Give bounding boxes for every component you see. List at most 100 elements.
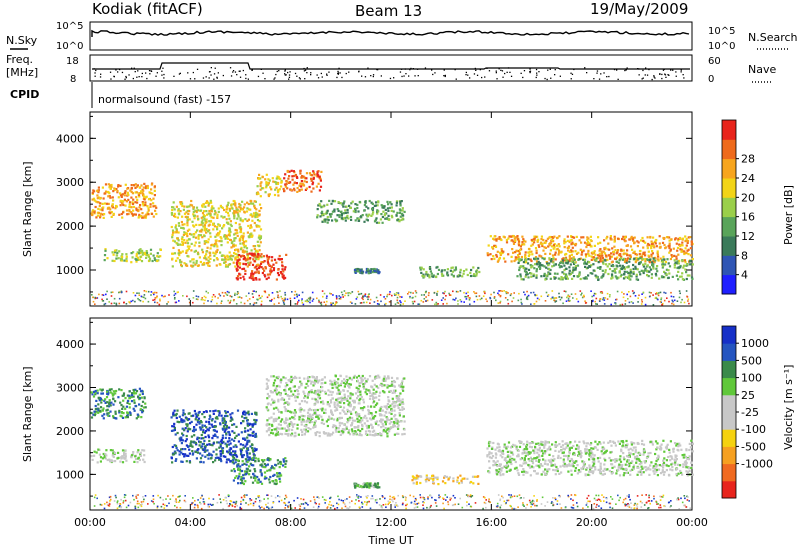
radar-cell [596, 275, 599, 279]
radar-cell [609, 257, 612, 260]
noise-pixel [634, 502, 636, 505]
radar-cell [534, 263, 537, 266]
noise-pixel [647, 507, 649, 510]
noise-pixel [660, 506, 662, 509]
noise-pixel [389, 501, 391, 503]
noise-pixel [442, 292, 444, 294]
radar-cell [255, 271, 258, 274]
radar-cell [629, 237, 633, 240]
radar-cell [224, 455, 227, 458]
noise-pixel [283, 297, 286, 299]
nave-dot [128, 74, 130, 76]
radar-cell [267, 262, 270, 265]
radar-cell [681, 278, 684, 281]
radar-cell [112, 452, 115, 455]
radar-cell [224, 410, 227, 413]
radar-cell [618, 259, 621, 262]
noise-pixel [622, 296, 625, 299]
radar-cell [338, 215, 341, 218]
noise-pixel [563, 290, 566, 292]
radar-cell [153, 189, 156, 192]
radar-cell [514, 251, 517, 254]
nave-dot [137, 70, 139, 72]
radar-cell [646, 274, 649, 277]
noise-pixel [652, 304, 655, 306]
radar-cell [401, 207, 404, 210]
radar-cell [186, 423, 189, 426]
radar-cell [427, 273, 430, 277]
radar-cell [217, 410, 220, 413]
noise-pixel [334, 303, 336, 306]
radar-cell [563, 259, 566, 262]
radar-cell [340, 217, 344, 220]
radar-cell [99, 208, 102, 211]
noise-pixel [582, 295, 585, 298]
radar-cell [116, 191, 119, 194]
colorbar-tick-label: 16 [741, 211, 755, 224]
radar-cell [207, 230, 210, 233]
radar-cell [290, 169, 293, 172]
radar-cell [239, 276, 242, 280]
radar-cell [253, 447, 256, 450]
nave-dot [642, 77, 644, 79]
noise-pixel [547, 294, 550, 296]
radar-cell [202, 429, 205, 432]
radar-cell [652, 263, 655, 266]
noise-pixel [409, 296, 411, 299]
radar-cell [305, 177, 308, 180]
radar-cell [99, 214, 102, 217]
radar-cell [354, 271, 357, 274]
noise-pixel [314, 501, 316, 504]
radar-cell [191, 258, 194, 261]
radar-cell [689, 263, 692, 266]
radar-cell [96, 392, 99, 395]
noise-pixel [600, 507, 603, 509]
radar-cell [597, 261, 600, 264]
noise-pixel [207, 300, 209, 302]
radar-cell [669, 249, 672, 252]
radar-cell [223, 427, 226, 430]
noise-pixel [164, 504, 166, 507]
radar-cell [199, 234, 202, 237]
radar-cell [329, 215, 332, 218]
radar-cell [252, 450, 255, 453]
noise-pixel [672, 296, 675, 298]
radar-cell [218, 230, 222, 233]
radar-cell [387, 214, 390, 217]
radar-cell [198, 245, 201, 248]
radar-cell [431, 275, 434, 278]
radar-cell [530, 238, 533, 242]
radar-cell [233, 203, 237, 206]
noise-pixel [282, 301, 285, 304]
radar-cell [548, 257, 551, 260]
noise-pixel [619, 303, 622, 306]
noise-pixel [597, 494, 600, 497]
radar-cell [591, 272, 594, 275]
radar-cell [250, 277, 253, 280]
noise-pixel [678, 296, 681, 299]
noise-pixel [355, 495, 358, 498]
radar-cell [239, 217, 242, 220]
radar-cell [110, 459, 113, 462]
radar-cell [206, 449, 209, 452]
noise-pixel [143, 296, 145, 299]
radar-cell [249, 214, 252, 217]
radar-cell [143, 454, 146, 457]
noise-pixel [174, 292, 177, 295]
noise-pixel [300, 503, 303, 505]
radar-cell [114, 251, 117, 254]
radar-cell [644, 262, 647, 265]
noise-pixel [495, 299, 497, 302]
radar-cell [677, 237, 680, 240]
radar-cell [104, 190, 108, 193]
nave-dot [285, 74, 287, 76]
radar-cell [667, 276, 670, 279]
noise-pixel [202, 299, 204, 301]
radar-cell [95, 410, 98, 413]
radar-cell [233, 217, 236, 220]
radar-cell [105, 449, 108, 452]
radar-cell [222, 425, 226, 428]
noise-pixel [325, 499, 327, 501]
radar-cell [666, 258, 669, 261]
radar-cell [225, 426, 228, 429]
